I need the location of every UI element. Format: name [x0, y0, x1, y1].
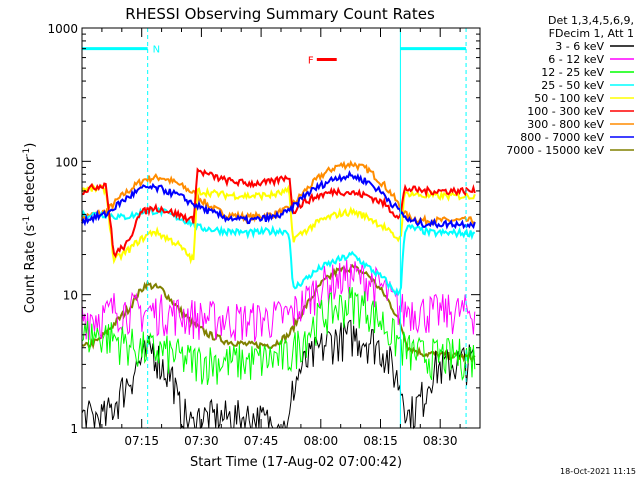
- legend-label: 800 - 7000 keV: [520, 131, 604, 144]
- x-tick-label: 08:30: [423, 434, 458, 448]
- legend-label: 100 - 300 keV: [527, 105, 604, 118]
- legend-label: 300 - 800 keV: [527, 118, 604, 131]
- series-line-3-6: [81, 319, 476, 430]
- x-tick-label: 07:30: [184, 434, 219, 448]
- series-line-800-7000: [81, 169, 476, 230]
- legend-label: 12 - 25 keV: [541, 66, 604, 79]
- series-line-6-12: [81, 259, 476, 342]
- legend-label: 25 - 50 keV: [541, 79, 604, 92]
- x-tick-label: 07:15: [124, 434, 159, 448]
- series-line-300-800: [81, 159, 476, 227]
- legend: Det 1,3,4,5,6,9,FDecim 1, Att 13 - 6 keV…: [506, 14, 634, 157]
- flag-label-f: F: [308, 56, 314, 67]
- legend-label: 3 - 6 keV: [555, 40, 604, 53]
- legend-header-line: Det 1,3,4,5,6,9,: [548, 14, 634, 27]
- legend-header-line: FDecim 1, Att 1: [549, 27, 634, 40]
- x-tick-label: 08:15: [363, 434, 398, 448]
- x-tick-label: 07:45: [244, 434, 279, 448]
- chart-title: RHESSI Observing Summary Count Rates: [125, 5, 435, 23]
- y-tick-label: 10: [63, 289, 78, 303]
- series-line-100-300: [81, 167, 476, 259]
- footer-timestamp: 18-Oct-2021 11:15: [560, 467, 636, 476]
- markers-layer: NF: [81, 28, 467, 428]
- legend-label: 50 - 100 keV: [534, 92, 604, 105]
- axes-layer: 1 10 100 1000 07:15 07:30 07:45 08:00 08:15 08:30: [47, 22, 480, 448]
- series-line-12-25: [81, 286, 476, 385]
- y-tick-label: 100: [55, 155, 78, 169]
- flag-label-n: N: [153, 45, 160, 56]
- y-tick-label: 1: [70, 422, 78, 436]
- x-tick-label: 08:00: [304, 434, 339, 448]
- legend-label: 6 - 12 keV: [548, 53, 604, 66]
- y-axis-label: Count Rate (s-1 detector-1): [22, 143, 38, 314]
- x-axis-label: Start Time (17-Aug-02 07:00:42): [190, 455, 402, 470]
- y-tick-label: 1000: [47, 22, 78, 36]
- series-layer: [81, 159, 476, 430]
- legend-label: 7000 - 15000 keV: [506, 144, 604, 157]
